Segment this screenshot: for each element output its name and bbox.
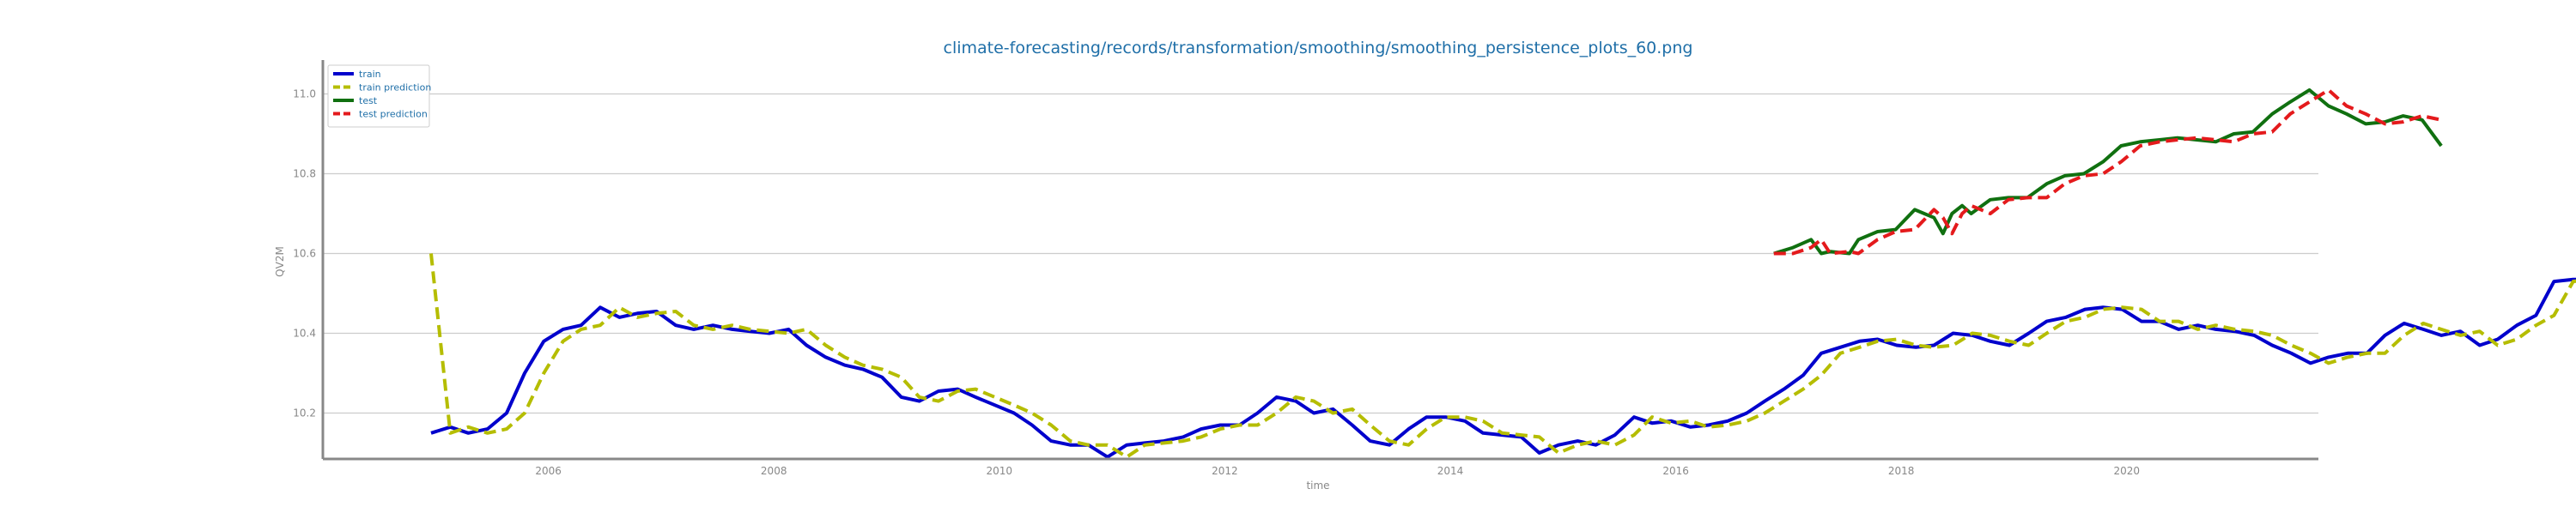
y-axis-label: QV2M (274, 246, 286, 277)
legend-label: test prediction (359, 109, 428, 120)
axes-layer (321, 60, 2318, 461)
y-tick-label: 10.8 (293, 168, 316, 180)
legend-label: test (359, 95, 378, 106)
y-tick-label: 10.2 (293, 407, 316, 419)
chart-title: climate-forecasting/records/transformati… (944, 39, 1693, 57)
x-tick-label: 2008 (761, 465, 787, 477)
series-line-train-prediction (429, 253, 2576, 459)
x-tick-label: 2016 (1662, 465, 1689, 477)
series-line-test-prediction (1773, 88, 2442, 256)
series-line-train (430, 277, 2576, 459)
y-tick-label: 11.0 (293, 88, 316, 100)
ticks-layer: 10.2 10.4 10.6 10.8 11.0 2006 2008 2010 2012 2014… (293, 88, 2140, 477)
series-layer (429, 88, 2576, 459)
x-tick-label: 2006 (535, 465, 562, 477)
x-tick-label: 2012 (1212, 465, 1238, 477)
x-tick-label: 2018 (1888, 465, 1915, 477)
y-tick-label: 10.6 (293, 248, 316, 260)
x-tick-label: 2010 (987, 465, 1013, 477)
legend-label: train (359, 69, 381, 80)
x-tick-label: 2020 (2114, 465, 2141, 477)
legend-box (327, 64, 430, 128)
x-tick-label: 2014 (1437, 465, 1464, 477)
y-tick-label: 10.4 (293, 328, 316, 340)
x-axis-label: time (1306, 480, 1329, 492)
legend-label: train prediction (359, 82, 431, 94)
grid-layer (323, 93, 2318, 414)
